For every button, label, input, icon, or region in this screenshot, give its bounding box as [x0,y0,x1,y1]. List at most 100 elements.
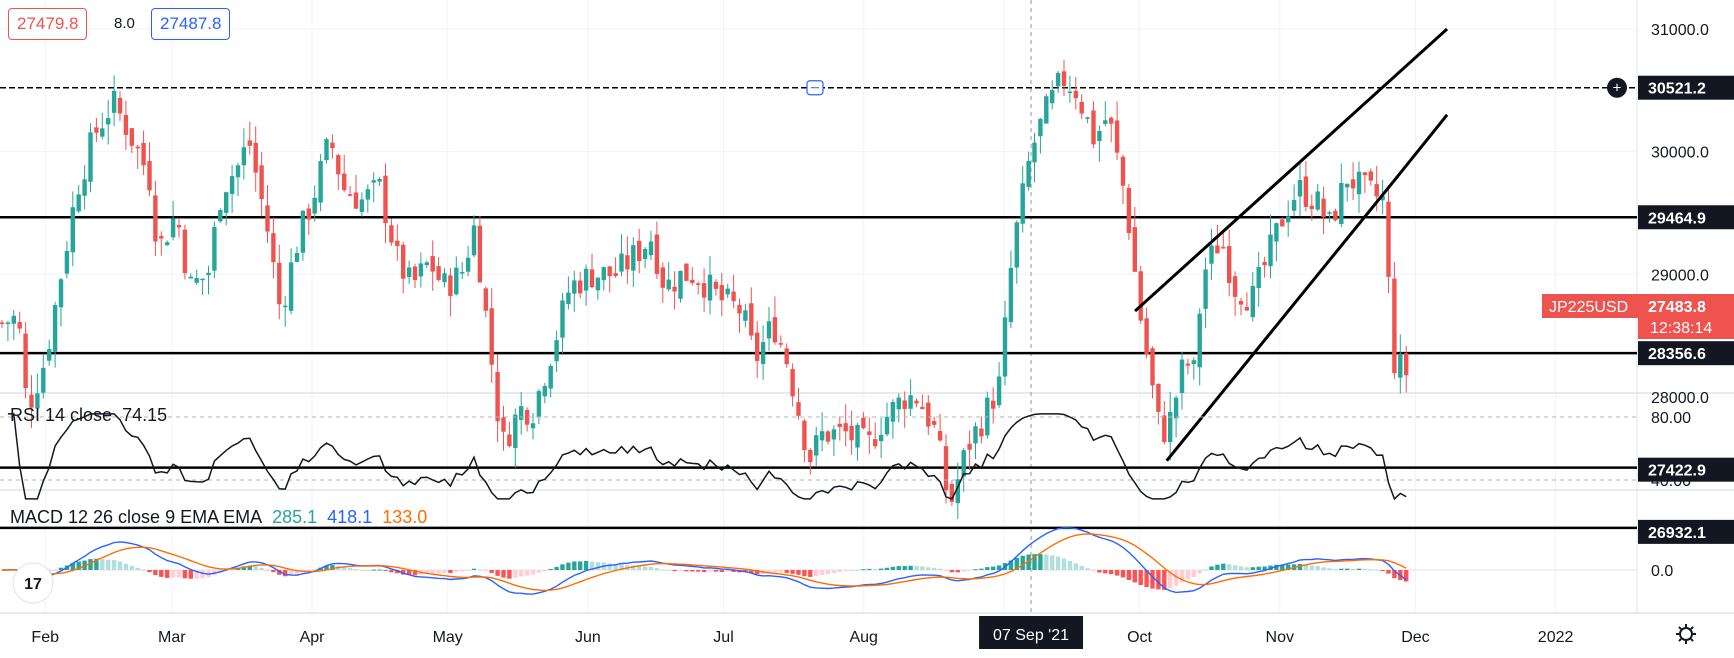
macd-histogram-bar [436,570,441,574]
trend-channel[interactable] [1134,27,1449,462]
candle-body [1050,90,1055,104]
candle-body [448,275,453,296]
candle-body [943,446,949,491]
macd-histogram-bar [129,565,134,570]
macd-histogram-bar [371,569,376,571]
candle-body [578,280,583,294]
level-tag-26932-bg [1638,519,1734,544]
candle-body [477,225,483,283]
price-tick-label: 30000.0 [1651,145,1709,162]
candle-body [660,267,665,288]
settings-gear-icon[interactable] [1676,624,1696,644]
macd-histogram-bar [294,570,300,575]
candle-body [277,262,282,305]
candle-body [1038,118,1043,137]
rsi-legend[interactable]: RSI 14 close 74.15 [10,405,177,426]
candle-body [271,233,276,263]
macd-histogram-bar [519,570,524,577]
macd-histogram-bar [707,570,713,572]
candle-body [808,449,813,463]
candle-body [147,161,152,191]
candle-body [507,434,512,447]
candle-body [17,322,22,329]
macd-histogram-bar [967,570,972,571]
candle-body [554,340,559,362]
macd-histogram-bar [914,565,919,570]
macd-histogram-bar [1339,568,1344,570]
candle-body [701,283,707,298]
candle-body [914,400,919,404]
candle-body [1250,286,1255,318]
macd-histogram-bar [548,568,553,570]
ask-price-box[interactable]: 27487.8 [151,8,231,40]
add-level-plus: + [1613,80,1622,97]
macd-histogram-bar [483,570,488,571]
macd-histogram-bar [1008,560,1014,570]
level-tag-28356: 28356.6 [1648,346,1706,363]
macd-histogram-bar [996,565,1002,570]
macd-histogram-bar [802,570,807,577]
candle-body [1327,212,1332,214]
candle-body [82,179,87,196]
macd-histogram-bar [359,569,365,571]
macd-histogram-bar [849,570,854,571]
candle-body [937,431,943,441]
candle-body [619,253,624,272]
candle-body [1191,360,1196,365]
candle-body [324,139,329,161]
candle-body [1404,353,1409,376]
candle-body [70,207,75,253]
macd-histogram-bar [182,570,188,579]
price-tick-label: 31000.0 [1651,22,1709,39]
symbol-tag-bg [1542,294,1638,318]
candle-body [1168,411,1173,443]
macd-histogram-bar [1274,564,1279,570]
macd-histogram-bar [365,569,370,571]
macd-histogram-bar [1061,558,1067,570]
macd-signal-value: 133.0 [382,507,428,527]
macd-histogram-bar [259,567,264,570]
macd-histogram-bar [991,566,996,570]
candle-body [595,277,601,291]
candle-body [52,305,58,352]
macd-histogram-bar [979,568,984,570]
grid-lines [0,0,1734,614]
macd-histogram-bar [955,570,960,573]
macd-histogram-bar [94,558,99,570]
macd-histogram-bar [465,570,471,571]
macd-histogram-bar [306,570,311,572]
macd-histogram-bar [1191,570,1196,577]
macd-histogram-bar [1209,566,1214,570]
candle-body [0,322,5,324]
candle-body [1268,234,1273,267]
macd-histogram-bar [1374,570,1379,571]
macd-histogram-bar [985,567,990,570]
candle-body [283,305,288,308]
macd-histogram-bar [188,570,193,579]
bid-price-box[interactable]: 27479.8 [8,8,88,40]
macd-histogram-bar [1050,555,1055,570]
candle-body [1297,180,1303,197]
macd-histogram-bar [1333,569,1338,571]
macd-histogram-bar [1067,560,1073,570]
candle-body [560,300,565,338]
macd-histogram-bar [554,566,559,570]
macd-histogram-bar [1109,570,1114,575]
candle-body [312,197,317,214]
macd-histogram-bar [749,570,754,574]
level-tag-28356-bg [1638,341,1734,366]
last-price-tag-bg [1638,294,1734,339]
candle-body [1232,276,1238,297]
gear-tooth [1690,638,1694,642]
candle-body [991,400,996,409]
level-tag-30521: 30521.2 [1648,81,1706,98]
candle-body [259,165,264,200]
candle-body [1126,187,1132,234]
candle-body [1209,245,1214,264]
macd-histogram-bar [1203,569,1208,571]
level-tag-27422-bg [1638,457,1734,482]
macd-legend[interactable]: MACD 12 26 close 9 EMA EMA 285.1 418.1 133.… [10,507,437,528]
candle-body [1362,172,1368,176]
macd-histogram-bar [513,570,518,578]
